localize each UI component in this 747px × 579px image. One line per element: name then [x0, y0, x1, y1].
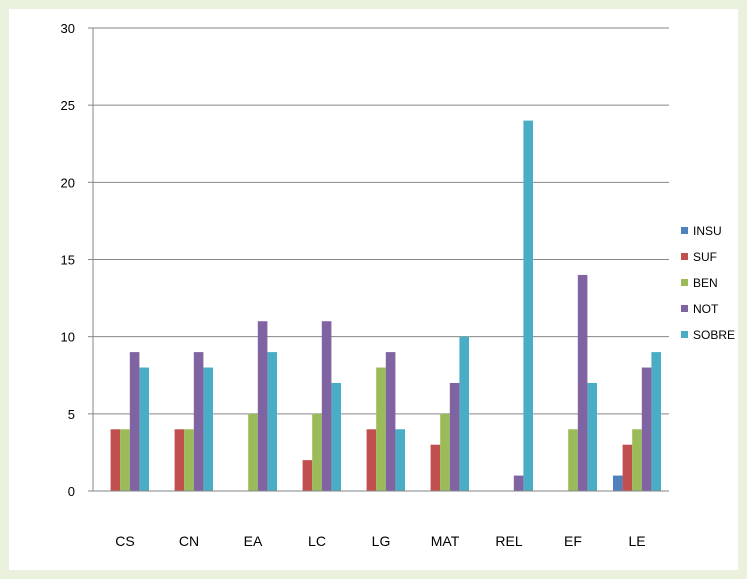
bar-not-cn	[193, 352, 204, 491]
legend: INSU SUF BEN NOT SOBRE	[681, 224, 735, 342]
x-category-label: REL	[495, 533, 522, 549]
bar-not-ea	[257, 321, 268, 491]
x-category-label: CN	[179, 533, 199, 549]
y-tick-label: 0	[68, 484, 75, 499]
bar-suf-cs	[110, 429, 121, 491]
legend-label: NOT	[693, 302, 719, 316]
chart-frame: 0 5 10 15 20 25 30 CS CN EA LC LG MAT REL EF LE INSU SU…	[9, 9, 738, 570]
bar-not-mat	[449, 382, 460, 491]
legend-swatch	[681, 253, 688, 260]
bar-insu-le	[613, 475, 623, 491]
legend-label: SUF	[693, 250, 717, 264]
x-category-label: EA	[244, 533, 263, 549]
bar-sobre-cn	[203, 367, 213, 491]
y-tick-label: 20	[61, 175, 75, 190]
bar-sobre-ea	[267, 352, 277, 491]
bar-sobre-le	[651, 352, 661, 491]
x-category-label: MAT	[431, 533, 460, 549]
bars	[110, 120, 661, 491]
bar-suf-lg	[366, 429, 377, 491]
bar-not-rel	[513, 475, 524, 491]
y-tick-label: 15	[61, 253, 75, 268]
y-tick-label: 10	[61, 330, 75, 345]
bar-ben-cn	[184, 429, 194, 491]
legend-label: BEN	[693, 276, 718, 290]
bar-suf-le	[622, 444, 633, 491]
bar-ben-le	[632, 429, 642, 491]
bar-sobre-mat	[459, 336, 469, 491]
bar-not-lg	[385, 352, 396, 491]
bar-ben-mat	[440, 413, 450, 491]
bar-sobre-cs	[139, 367, 149, 491]
legend-label: INSU	[693, 224, 722, 238]
bar-ben-lg	[376, 367, 386, 491]
legend-swatch	[681, 279, 688, 286]
legend-swatch	[681, 305, 688, 312]
bar-ben-lc	[312, 413, 322, 491]
x-category-label: LC	[308, 533, 326, 549]
bar-not-lc	[321, 321, 332, 491]
y-tick-label: 5	[68, 407, 75, 422]
x-category-label: EF	[564, 533, 582, 549]
bar-suf-cn	[174, 429, 185, 491]
bar-suf-mat	[430, 444, 441, 491]
y-tick-label: 30	[61, 21, 75, 36]
bar-sobre-ef	[587, 382, 597, 491]
bar-sobre-lc	[331, 382, 341, 491]
bar-not-le	[641, 367, 652, 491]
bar-suf-lc	[302, 460, 313, 491]
bar-not-cs	[129, 352, 140, 491]
bar-ben-ef	[568, 429, 578, 491]
bar-sobre-rel	[523, 120, 533, 491]
x-category-label: LG	[372, 533, 391, 549]
bar-sobre-lg	[395, 429, 405, 491]
legend-swatch	[681, 227, 688, 234]
bar-ben-cs	[120, 429, 130, 491]
x-category-label: LE	[628, 533, 645, 549]
y-axis: 0 5 10 15 20 25 30	[61, 21, 94, 499]
y-tick-label: 25	[61, 98, 75, 113]
bar-chart: 0 5 10 15 20 25 30 CS CN EA LC LG MAT REL EF LE INSU SU…	[61, 21, 735, 549]
x-category-label: CS	[115, 533, 134, 549]
x-axis: CS CN EA LC LG MAT REL EF LE	[93, 490, 669, 549]
legend-swatch	[681, 331, 688, 338]
bar-not-ef	[577, 274, 588, 491]
gridlines	[93, 27, 669, 415]
legend-label: SOBRE	[693, 328, 735, 342]
bar-ben-ea	[248, 413, 258, 491]
